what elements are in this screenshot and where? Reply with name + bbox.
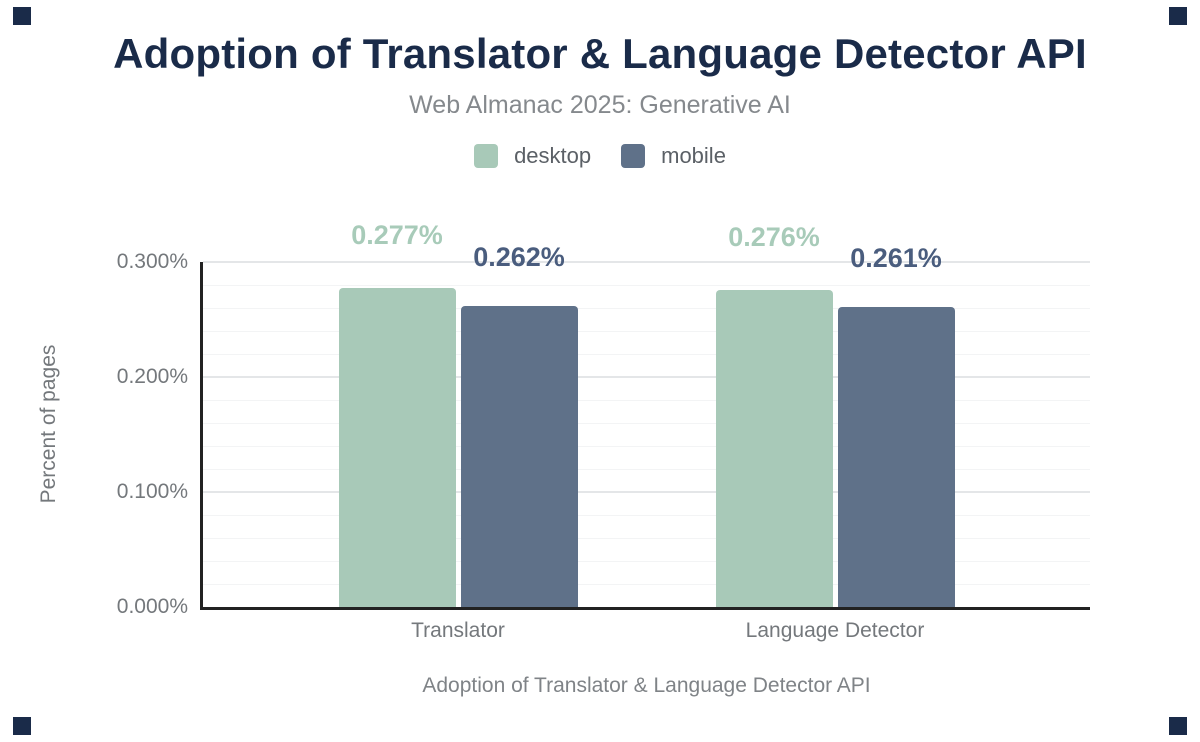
major-gridline [203, 491, 1090, 493]
x-tick-translator: Translator [411, 619, 505, 642]
y-tick-0.300%: 0.300% [116, 250, 188, 273]
x-tick-language-detector: Language Detector [745, 619, 925, 642]
value-label-desktop-language-detector: 0.276% [728, 221, 820, 252]
value-label-mobile-translator: 0.262% [473, 241, 565, 272]
bar-mobile-translator [460, 305, 578, 607]
minor-gridline [203, 561, 1090, 562]
bar-mobile-language-detector [837, 306, 955, 607]
major-gridline [203, 376, 1090, 378]
bar-desktop-language-detector [715, 289, 833, 607]
y-tick-0.100%: 0.100% [116, 480, 188, 503]
minor-gridline [203, 331, 1090, 332]
mobile-swatch-icon [621, 144, 646, 168]
legend: desktop mobile [0, 143, 1200, 169]
minor-gridline [203, 469, 1090, 470]
y-axis-line [200, 262, 203, 610]
bar-desktop-translator [338, 288, 456, 607]
minor-gridline [203, 446, 1090, 447]
chart-caption: Adoption of Translator & Language Detect… [422, 674, 871, 697]
value-label-mobile-language-detector: 0.261% [850, 242, 942, 273]
corner-mark-bottom-right [1169, 717, 1187, 735]
minor-gridline [203, 354, 1090, 355]
plot-area [203, 261, 1090, 607]
y-tick-0.000%: 0.000% [116, 595, 188, 618]
minor-gridline [203, 538, 1090, 539]
legend-item-desktop: desktop [474, 143, 591, 169]
legend-label-mobile: mobile [661, 143, 726, 168]
chart-subtitle: Web Almanac 2025: Generative AI [409, 91, 791, 119]
corner-mark-bottom-left [13, 717, 31, 735]
chart-title: Adoption of Translator & Language Detect… [113, 30, 1087, 77]
minor-gridline [203, 400, 1090, 401]
minor-gridline [203, 584, 1090, 585]
major-gridline [203, 261, 1090, 263]
y-axis-title: Percent of pages [37, 344, 60, 504]
minor-gridline [203, 308, 1090, 309]
corner-mark-top-right [1169, 7, 1187, 25]
legend-label-desktop: desktop [514, 143, 592, 168]
value-label-desktop-translator: 0.277% [351, 220, 443, 251]
minor-gridline [203, 515, 1090, 516]
desktop-swatch-icon [474, 144, 499, 168]
x-axis-line [200, 607, 1090, 610]
y-tick-0.200%: 0.200% [116, 365, 188, 388]
corner-mark-top-left [13, 7, 31, 25]
minor-gridline [203, 285, 1090, 286]
legend-item-mobile: mobile [621, 143, 726, 169]
minor-gridline [203, 423, 1090, 424]
